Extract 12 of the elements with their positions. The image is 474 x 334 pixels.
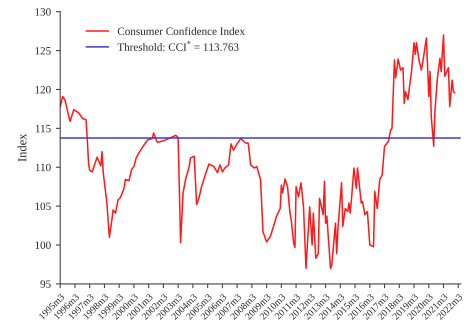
- legend-label: Threshold: CCI$^{*}$ = 113.763: [118, 40, 239, 51]
- y-tick-label: 110: [36, 164, 51, 172]
- y-tick-label: 100: [35, 241, 51, 249]
- y-tick-label: 115: [36, 124, 51, 132]
- y-tick-label: 120: [35, 86, 51, 94]
- y-axis-title: Index: [18, 134, 26, 162]
- y-tick-label: 95: [40, 280, 51, 288]
- y-tick-label: 125: [35, 47, 51, 55]
- line-series: [60, 34, 456, 270]
- y-tick-label: 105: [35, 202, 51, 210]
- legend-label: Consumer Confidence Index: [118, 27, 245, 36]
- y-tick-label: 130: [35, 8, 51, 16]
